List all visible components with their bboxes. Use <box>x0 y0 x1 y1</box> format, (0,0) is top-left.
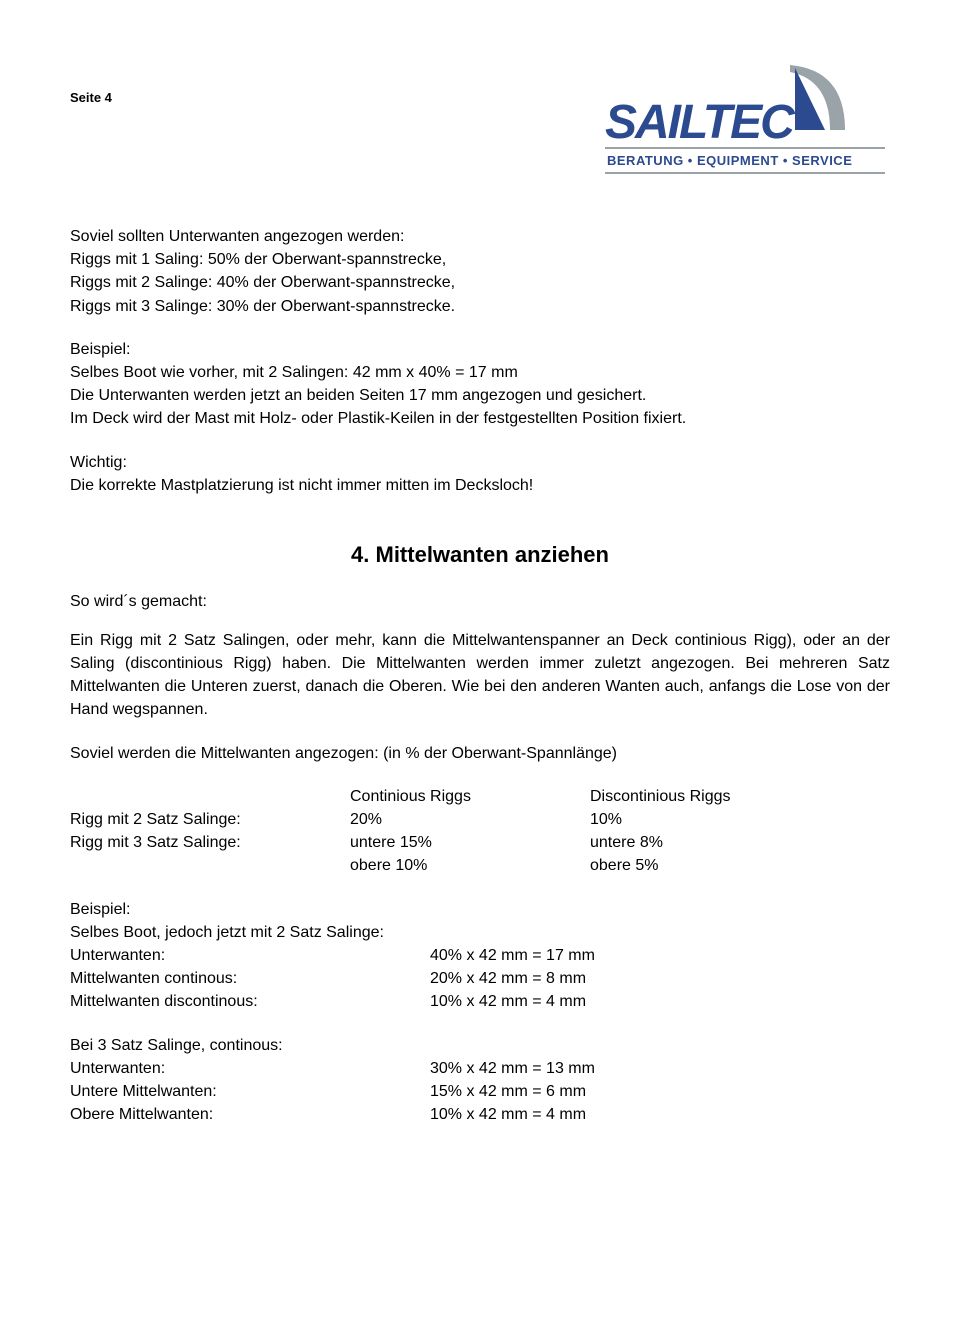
section-4-body: Ein Rigg mit 2 Satz Salingen, oder mehr,… <box>70 629 890 722</box>
wichtig-text: Die korrekte Mastplatzierung ist nicht i… <box>70 474 890 497</box>
section-4-heading: 4. Mittelwanten anziehen <box>70 542 890 568</box>
table-cell: obere 5% <box>590 854 830 877</box>
beispiel-1-label: Beispiel: <box>70 338 890 361</box>
table-row: Rigg mit 3 Satz Salinge: untere 15% unte… <box>70 831 890 854</box>
intro-line-3: Riggs mit 3 Salinge: 30% der Oberwant-sp… <box>70 295 890 318</box>
page: Seite 4 SAILTEC BERATUNG • EQUIPMENT • S… <box>0 0 960 1206</box>
table-cell: 30% x 42 mm = 13 mm <box>430 1057 730 1080</box>
table-cell: Rigg mit 2 Satz Salinge: <box>70 808 350 831</box>
table-header-row: Continious Riggs Discontinious Riggs <box>70 785 890 808</box>
page-header: Seite 4 SAILTEC BERATUNG • EQUIPMENT • S… <box>70 60 890 185</box>
sailtec-logo-icon: SAILTEC BERATUNG • EQUIPMENT • SERVICE <box>595 60 890 180</box>
intro-block: Soviel sollten Unterwanten angezogen wer… <box>70 225 890 318</box>
logo: SAILTEC BERATUNG • EQUIPMENT • SERVICE <box>590 60 890 185</box>
table-cell: Unterwanten: <box>70 944 430 967</box>
table-cell: Mittelwanten discontinous: <box>70 990 430 1013</box>
table-cell: 10% x 42 mm = 4 mm <box>430 1103 730 1126</box>
intro-line-1: Riggs mit 1 Saling: 50% der Oberwant-spa… <box>70 248 890 271</box>
table-cell: Untere Mittelwanten: <box>70 1080 430 1103</box>
intro-lead: Soviel sollten Unterwanten angezogen wer… <box>70 225 890 248</box>
beispiel-2-block: Beispiel: Selbes Boot, jedoch jetzt mit … <box>70 898 890 1014</box>
beispiel-1-line-1: Selbes Boot wie vorher, mit 2 Salingen: … <box>70 361 890 384</box>
beispiel-3-block: Bei 3 Satz Salinge, continous: Unterwant… <box>70 1034 890 1127</box>
intro-line-2: Riggs mit 2 Salinge: 40% der Oberwant-sp… <box>70 271 890 294</box>
table-cell: obere 10% <box>350 854 590 877</box>
table-cell: Rigg mit 3 Satz Salinge: <box>70 831 350 854</box>
so-wirds-gemacht: So wird´s gemacht: <box>70 593 890 611</box>
percent-table: Continious Riggs Discontinious Riggs Rig… <box>70 785 890 878</box>
table-row: Mittelwanten continous: 20% x 42 mm = 8 … <box>70 967 890 990</box>
table-cell: Discontinious Riggs <box>590 785 830 808</box>
table-row: Unterwanten: 40% x 42 mm = 17 mm <box>70 944 890 967</box>
table-row: Rigg mit 2 Satz Salinge: 20% 10% <box>70 808 890 831</box>
beispiel-2-intro: Selbes Boot, jedoch jetzt mit 2 Satz Sal… <box>70 921 890 944</box>
beispiel-1-line-2: Die Unterwanten werden jetzt an beiden S… <box>70 384 890 407</box>
table-cell: Obere Mittelwanten: <box>70 1103 430 1126</box>
table-cell: 15% x 42 mm = 6 mm <box>430 1080 730 1103</box>
table-cell: 10% x 42 mm = 4 mm <box>430 990 730 1013</box>
svg-text:SAILTEC: SAILTEC <box>605 96 796 149</box>
table-row: Untere Mittelwanten: 15% x 42 mm = 6 mm <box>70 1080 890 1103</box>
beispiel-1-line-3: Im Deck wird der Mast mit Holz- oder Pla… <box>70 407 890 430</box>
table-cell: untere 8% <box>590 831 830 854</box>
table-cell: 40% x 42 mm = 17 mm <box>430 944 730 967</box>
table-cell <box>70 785 350 808</box>
wichtig-label: Wichtig: <box>70 451 890 474</box>
beispiel-2-label: Beispiel: <box>70 898 890 921</box>
page-number: Seite 4 <box>70 90 112 105</box>
table-row: Obere Mittelwanten: 10% x 42 mm = 4 mm <box>70 1103 890 1126</box>
table-cell: 20% x 42 mm = 8 mm <box>430 967 730 990</box>
beispiel-3-intro: Bei 3 Satz Salinge, continous: <box>70 1034 890 1057</box>
svg-text:BERATUNG • EQUIPMENT • SERVICE: BERATUNG • EQUIPMENT • SERVICE <box>607 153 852 168</box>
table-cell: Unterwanten: <box>70 1057 430 1080</box>
table-cell: untere 15% <box>350 831 590 854</box>
table-cell: Continious Riggs <box>350 785 590 808</box>
table-cell <box>70 854 350 877</box>
wichtig-block: Wichtig: Die korrekte Mastplatzierung is… <box>70 451 890 497</box>
beispiel-1-block: Beispiel: Selbes Boot wie vorher, mit 2 … <box>70 338 890 431</box>
table-row: Unterwanten: 30% x 42 mm = 13 mm <box>70 1057 890 1080</box>
table-cell: Mittelwanten continous: <box>70 967 430 990</box>
table-cell: 10% <box>590 808 830 831</box>
soviel-line: Soviel werden die Mittelwanten angezogen… <box>70 742 890 765</box>
table-row: obere 10% obere 5% <box>70 854 890 877</box>
table-cell: 20% <box>350 808 590 831</box>
table-row: Mittelwanten discontinous: 10% x 42 mm =… <box>70 990 890 1013</box>
